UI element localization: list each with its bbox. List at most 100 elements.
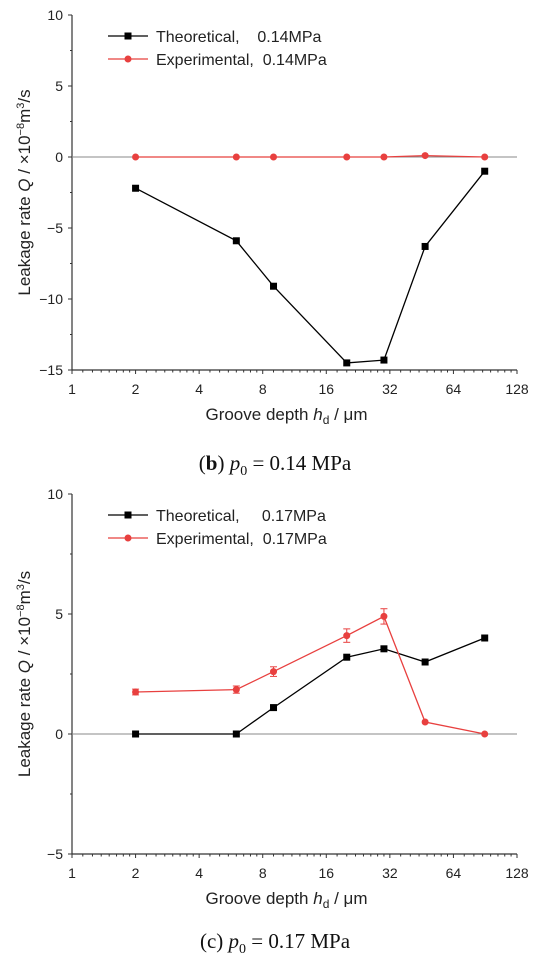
data-point [481, 634, 489, 642]
x-axis-label-unit: / μm [329, 405, 367, 424]
legend-label: Experimental, 0.14MPa [156, 52, 327, 69]
data-point [380, 612, 388, 620]
y-tick-label: −5 [47, 220, 63, 236]
x-axis-label: Groove depth hd / μm [205, 405, 367, 427]
series-experimental [132, 152, 489, 161]
x-tick-label: 8 [259, 865, 267, 881]
series-line [135, 170, 486, 364]
series-experimental [132, 608, 489, 738]
legend: Theoretical, 0.17MPa Experimental, 0.17MP… [108, 508, 327, 548]
data-point [481, 167, 489, 175]
data-point [132, 184, 140, 192]
caption-b: (b) p0 = 0.14 MPa [198, 451, 352, 480]
x-tick-label: 128 [505, 865, 529, 881]
x-axis-label-var: h [313, 405, 322, 424]
y-axis-label-part: /s [15, 571, 34, 584]
y-axis-label-part: −8 [15, 123, 27, 136]
data-point [343, 153, 351, 161]
data-point [343, 632, 351, 640]
x-axis-label-var: h [313, 889, 322, 908]
series-line [135, 637, 485, 735]
data-point [232, 686, 240, 694]
x-axis-label: Groove depth hd / μm [205, 889, 367, 911]
data-point [270, 704, 278, 712]
series-theoretical [132, 634, 489, 738]
x-tick-label: 128 [505, 381, 529, 397]
x-tick-label: 4 [195, 865, 203, 881]
series-theoretical [132, 167, 489, 367]
y-axis-label-part: Leakage rate [15, 673, 34, 777]
legend-label: Theoretical, 0.17MPa [156, 508, 326, 525]
y-axis-label-part: Q [15, 178, 34, 191]
x-axis-label-text: Groove depth [205, 889, 313, 908]
x-tick-label: 16 [318, 865, 334, 881]
data-point [380, 356, 388, 364]
y-axis-label-part: 3 [15, 103, 27, 109]
x-tick-label: 2 [132, 865, 140, 881]
data-point [380, 153, 388, 161]
caption-c: (c) p0 = 0.17 MPa [199, 929, 351, 958]
x-tick-label: 64 [446, 865, 462, 881]
legend-marker [124, 32, 132, 40]
x-axis-label-sub: d [323, 897, 330, 911]
y-axis-label-part: m [15, 109, 34, 123]
y-tick-label: 0 [55, 726, 63, 742]
legend-label: Theoretical, 0.14MPa [156, 29, 322, 46]
series-line [135, 615, 485, 735]
x-tick-label: 2 [132, 381, 140, 397]
x-tick-label: 1 [68, 381, 76, 397]
chart-c: 10 5 0 −5 1 2 4 8 16 32 64 128 Groove depth hd / μm L… [15, 486, 529, 911]
y-axis-label: Leakage rate Q / ×10−8m3/s [15, 571, 34, 777]
data-point [481, 153, 489, 161]
x-axis-label-sub: d [323, 413, 330, 427]
data-point [232, 237, 240, 245]
data-point [421, 658, 429, 666]
legend: Theoretical, 0.14MPa Experimental, 0.14MP… [108, 29, 327, 69]
data-point [481, 730, 489, 738]
x-axis-label-text: Groove depth [205, 405, 313, 424]
y-axis-label: Leakage rate Q / ×10−8m3/s [15, 89, 34, 295]
y-tick-label: 5 [55, 606, 63, 622]
y-axis-label-part: Leakage rate [15, 192, 34, 296]
y-axis-label-part: Q [15, 660, 34, 673]
x-tick-label: 8 [259, 381, 267, 397]
legend-marker [124, 534, 132, 542]
y-axis-label-part: m [15, 590, 34, 604]
x-axis-label-unit: / μm [329, 889, 367, 908]
data-point [343, 653, 351, 661]
y-tick-label: 0 [55, 149, 63, 165]
data-point [421, 718, 429, 726]
data-point [132, 730, 140, 738]
y-axis-label-part: / ×10 [15, 617, 34, 660]
x-tick-label: 64 [446, 381, 462, 397]
legend-label: Experimental, 0.17MPa [156, 531, 327, 548]
data-point [232, 153, 240, 161]
y-tick-label: 5 [55, 78, 63, 94]
x-tick-label: 32 [382, 865, 398, 881]
data-point [270, 668, 278, 676]
y-tick-label: 10 [47, 486, 63, 502]
y-axis-label-part: / ×10 [15, 135, 34, 178]
y-tick-label: −5 [47, 846, 63, 862]
x-tick-label: 1 [68, 865, 76, 881]
y-tick-label: 10 [47, 7, 63, 23]
data-point [132, 688, 140, 696]
legend-marker [124, 511, 132, 519]
x-tick-label: 4 [195, 381, 203, 397]
x-tick-label: 16 [318, 381, 334, 397]
y-tick-label: −10 [39, 291, 63, 307]
data-point [270, 153, 278, 161]
y-axis-label-part: −8 [15, 604, 27, 617]
data-point [421, 152, 429, 160]
y-axis-label-part: /s [15, 89, 34, 102]
legend-marker [124, 55, 132, 63]
data-point [132, 153, 140, 161]
data-point [270, 282, 278, 290]
y-axis-label-part: 3 [15, 584, 27, 590]
data-point [232, 730, 240, 738]
data-point [421, 242, 429, 250]
x-tick-label: 32 [382, 381, 398, 397]
data-point [343, 359, 351, 367]
data-point [380, 645, 388, 653]
